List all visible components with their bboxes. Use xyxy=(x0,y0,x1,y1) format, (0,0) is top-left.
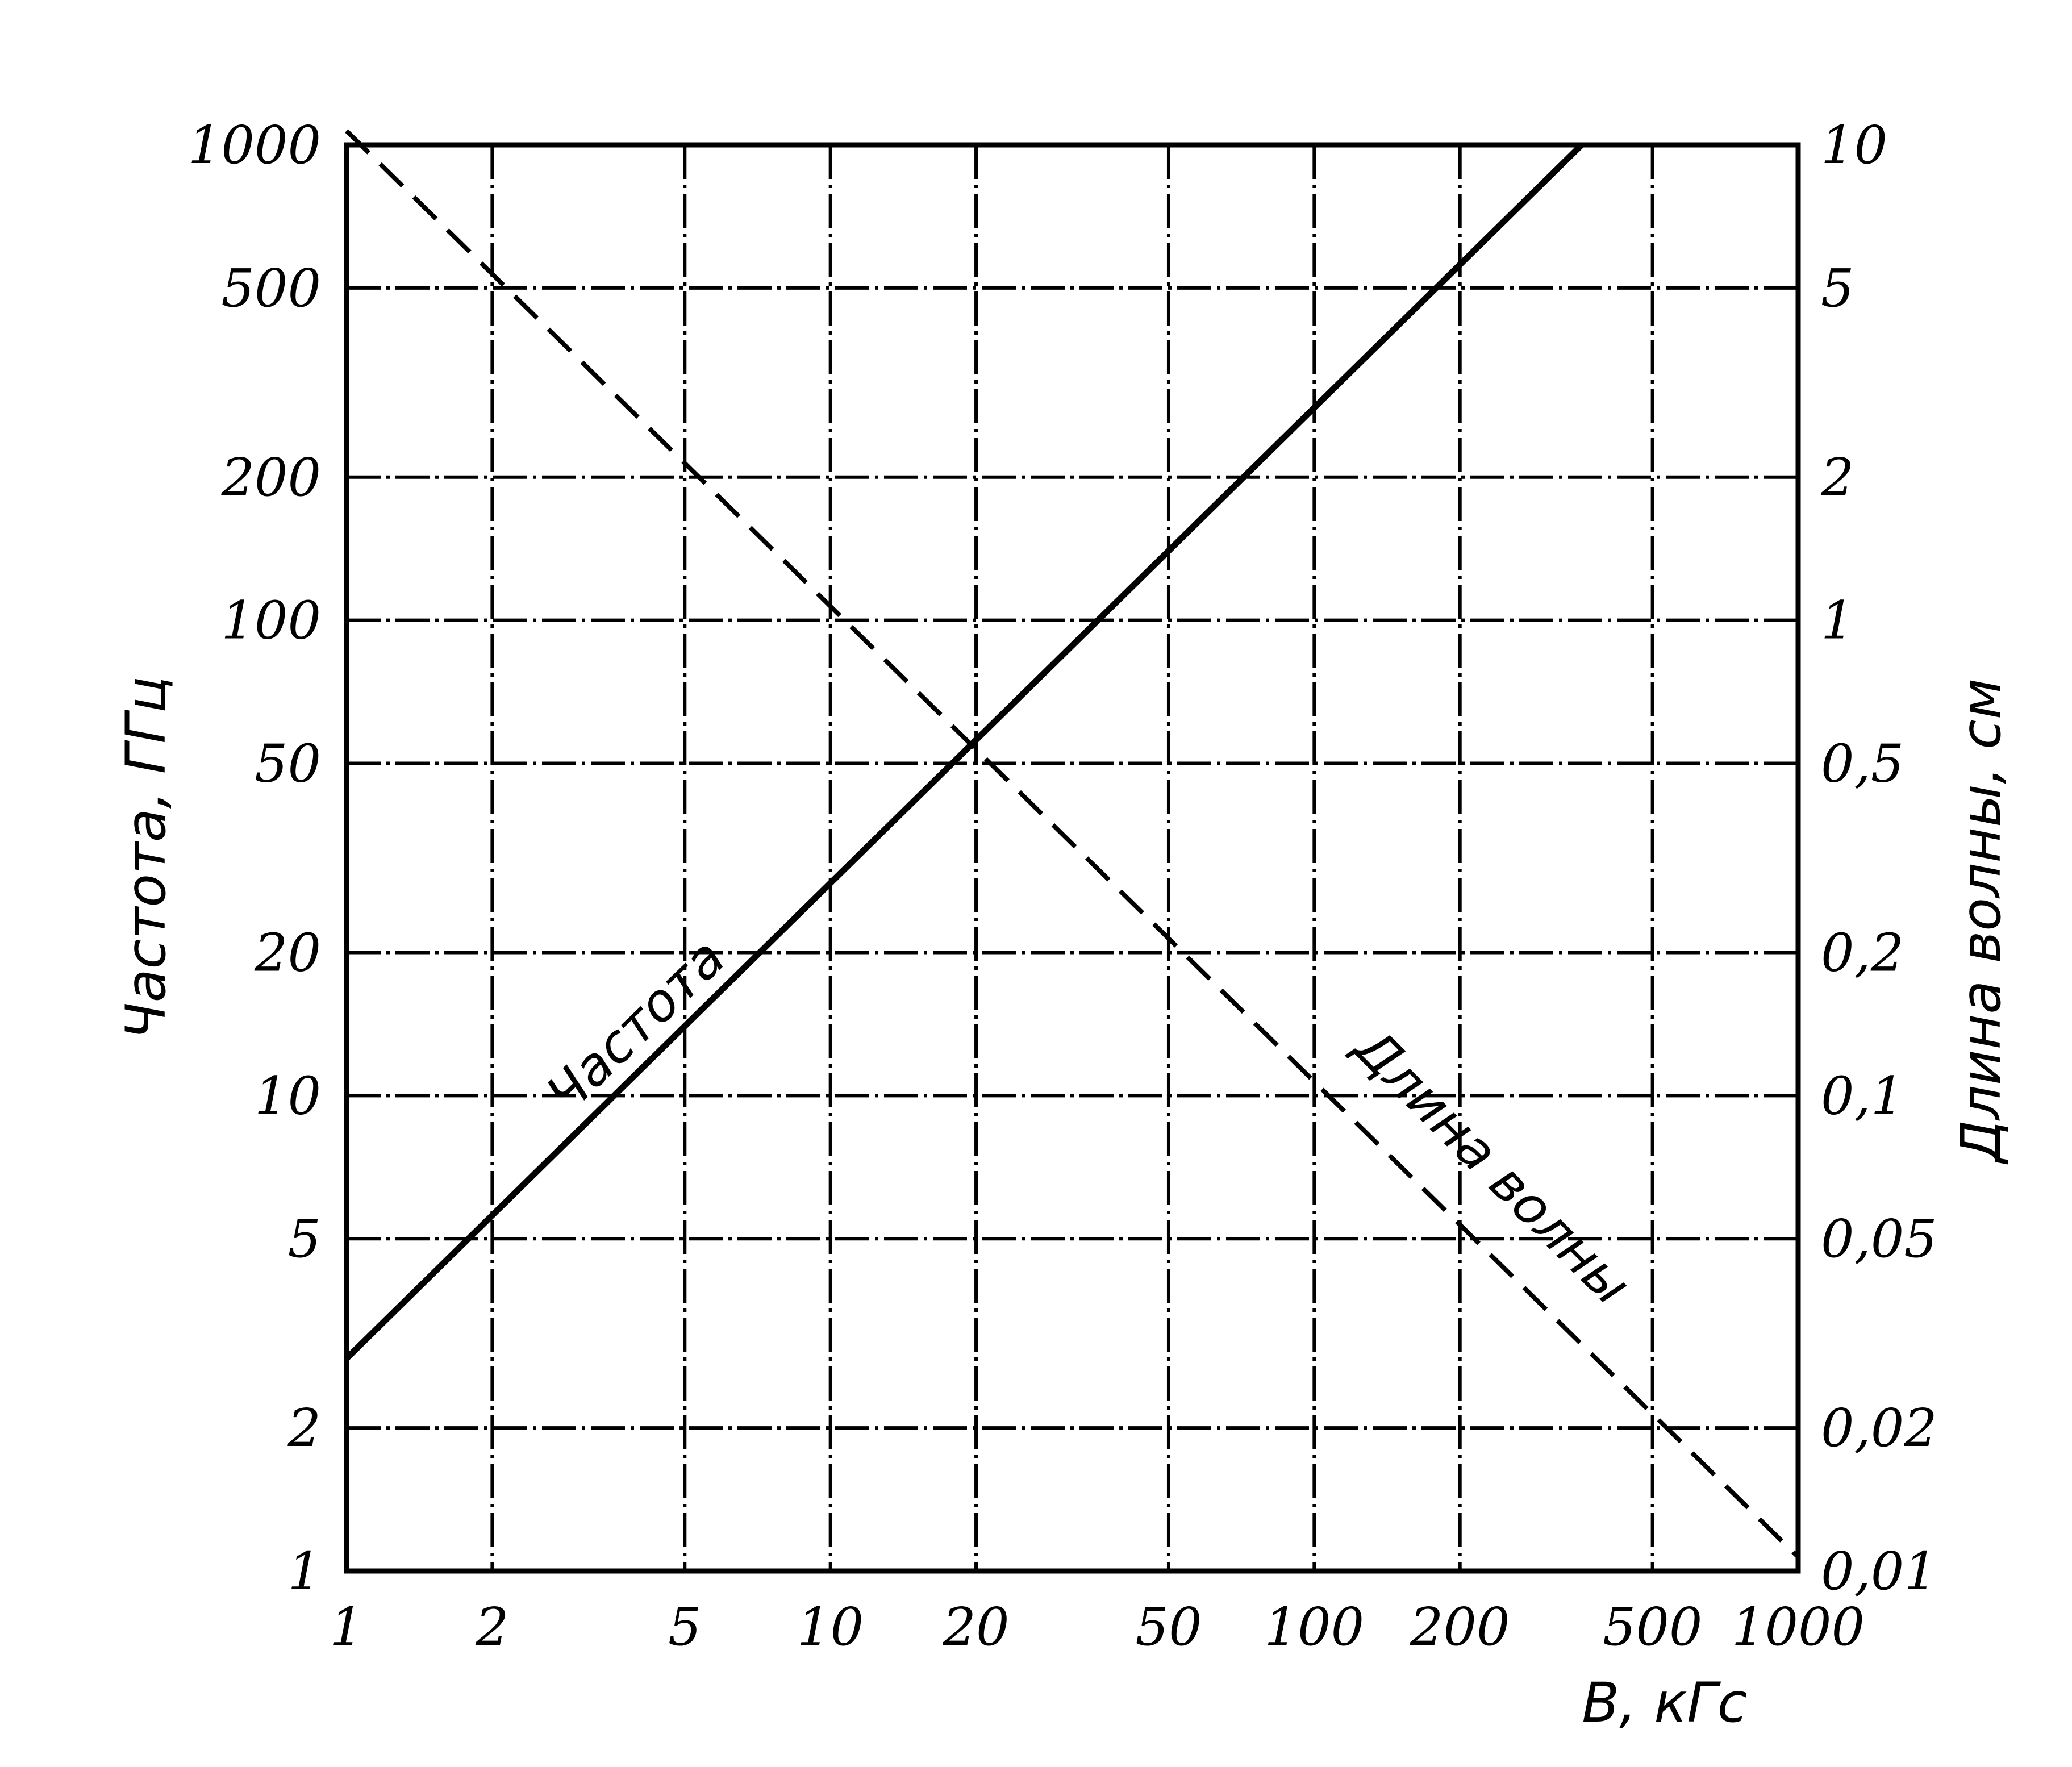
y-left-tick-label-9: 1000 xyxy=(188,115,321,176)
x-tick-label-8: 500 xyxy=(1603,1597,1703,1657)
y-right-tick-label-3: 0,1 xyxy=(1821,1065,1904,1126)
y-left-tick-label-8: 500 xyxy=(221,258,321,319)
x-tick-label-6: 100 xyxy=(1265,1597,1365,1657)
y-right-tick-label-9: 10 xyxy=(1821,115,1887,176)
x-tick-label-2: 5 xyxy=(668,1597,702,1657)
y-right-tick-label-7: 2 xyxy=(1820,447,1854,508)
x-tick-label-4: 20 xyxy=(943,1597,1010,1657)
plot-frame xyxy=(344,142,1801,1574)
series-label-wavelength: Длина волны xyxy=(1341,1015,1642,1316)
series-line-1 xyxy=(345,129,1800,1559)
x-tick-label-7: 200 xyxy=(1410,1597,1510,1657)
y-right-tick-label-5: 0,5 xyxy=(1821,734,1904,794)
grid xyxy=(345,143,1800,1573)
y-right-tick-label-0: 0,01 xyxy=(1821,1541,1937,1602)
y-left-tick-label-5: 50 xyxy=(255,734,321,794)
y-left-tick-label-6: 100 xyxy=(221,590,321,651)
series-layer xyxy=(344,129,1800,1559)
y-axis-left-label: Частота, ГГц xyxy=(114,676,178,1040)
x-tick-label-9: 1000 xyxy=(1732,1597,1865,1657)
y-left-tick-label-2: 5 xyxy=(287,1208,321,1269)
y-right-tick-label-6: 1 xyxy=(1821,590,1854,651)
y-left-tick-label-4: 20 xyxy=(254,922,321,983)
x-tick-label-5: 50 xyxy=(1135,1597,1202,1657)
y-left-tick-label-1: 2 xyxy=(287,1398,321,1458)
y-left-tick-label-7: 200 xyxy=(220,447,321,508)
y-axis-right-label: Длина волны, см xyxy=(1949,678,2013,1165)
x-tick-label-3: 10 xyxy=(797,1597,864,1657)
y-right-tick-label-1: 0,02 xyxy=(1821,1398,1937,1458)
tick-labels: 1 2 5 10 20 50 100 200 500 1000 1 2 5 10 20 50 100 200 500… xyxy=(188,115,1937,1657)
y-right-tick-label-2: 0,05 xyxy=(1821,1208,1937,1269)
y-right-tick-label-4: 0,2 xyxy=(1821,922,1904,983)
x-axis-label: B, кГс xyxy=(1582,1671,1747,1735)
x-tick-label-0: 1 xyxy=(330,1597,364,1657)
y-left-tick-label-0: 1 xyxy=(287,1541,321,1602)
y-right-tick-label-8: 5 xyxy=(1821,258,1854,319)
y-left-tick-label-3: 10 xyxy=(255,1065,321,1126)
x-tick-label-1: 2 xyxy=(475,1597,509,1657)
series-line-0 xyxy=(344,143,1584,1361)
